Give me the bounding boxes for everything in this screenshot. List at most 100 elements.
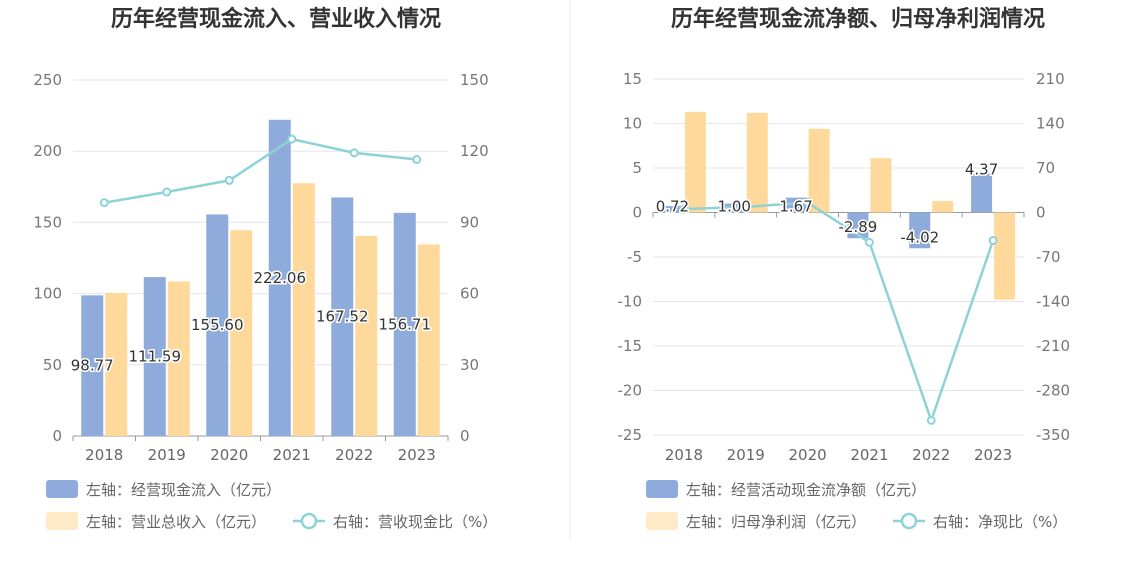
x-axis-tick-label: 2021	[850, 446, 888, 464]
legend-label: 左轴：营业总收入（亿元）	[86, 513, 266, 531]
bar-data-label: 156.71	[379, 315, 432, 333]
right-axis-tick: 70	[1036, 159, 1055, 177]
bar-secondary	[292, 183, 315, 436]
x-axis-tick-label: 2022	[335, 446, 373, 464]
right-axis-tick: 140	[1036, 115, 1065, 133]
bar-primary	[909, 212, 931, 249]
legend-swatch	[646, 512, 678, 530]
line-point	[162, 187, 172, 197]
bar-secondary	[746, 112, 768, 213]
line-point	[803, 198, 813, 208]
bar-data-label: 155.60	[191, 316, 244, 334]
chart-1: 历年经营现金流入、营业收入情况 0 50 100 150 200 250 0 30 60 90 120…	[33, 6, 497, 531]
left-axis-tick: -10	[618, 293, 643, 311]
x-axis-tick-label: 2019	[148, 446, 186, 464]
x-axis-tick-label: 2021	[273, 446, 311, 464]
bar-primary	[331, 197, 354, 436]
left-axis-tick: -15	[618, 337, 643, 355]
legend-label: 左轴：经营现金流入（亿元）	[86, 481, 281, 499]
right-axis-tick: 60	[460, 285, 479, 303]
bar-primary	[785, 197, 807, 213]
x-axis-tick-label: 2023	[974, 446, 1012, 464]
right-axis-tick: -70	[1036, 248, 1061, 266]
x-axis-tick-label: 2020	[788, 446, 826, 464]
bar-data-label: 4.37	[965, 161, 998, 179]
bar-data-label: 1.00	[718, 198, 751, 216]
bar-secondary	[105, 292, 128, 436]
line-point	[741, 202, 751, 212]
left-axis-tick: 0	[52, 427, 62, 445]
bar-data-label: 111.59	[129, 348, 182, 366]
bar-data-label: -4.02	[900, 228, 939, 246]
right-axis-tick: -350	[1036, 426, 1070, 444]
bar-data-label: 98.77	[71, 357, 114, 375]
legend-marker	[900, 512, 918, 530]
left-axis-tick: -25	[618, 426, 643, 444]
left-axis-tick: -5	[627, 248, 642, 266]
bar-data-label: 1.67	[779, 198, 812, 216]
x-axis-tick-label: 2019	[727, 446, 765, 464]
series-line	[683, 201, 995, 425]
left-axis-tick: -20	[618, 382, 643, 400]
bar-secondary	[684, 111, 706, 213]
line-point	[412, 155, 422, 165]
right-axis-tick: 90	[460, 213, 479, 231]
x-axis-tick-label: 2022	[912, 446, 950, 464]
left-axis-tick: 200	[33, 142, 62, 160]
x-axis-tick-label: 2018	[665, 446, 703, 464]
bar-secondary	[230, 230, 253, 436]
left-axis-tick: 50	[43, 356, 62, 374]
left-axis-tick: 5	[632, 159, 642, 177]
bar-primary	[393, 212, 416, 436]
bar-primary	[143, 277, 166, 436]
right-axis-tick: 210	[1036, 70, 1065, 88]
legend-swatch	[646, 480, 678, 498]
bar-primary	[206, 214, 229, 436]
x-axis-tick-label: 2020	[210, 446, 248, 464]
line-point	[287, 134, 297, 144]
legend-swatch	[46, 480, 78, 498]
left-axis-tick: 250	[33, 71, 62, 89]
line-point	[926, 415, 936, 425]
x-axis-tick-label: 2018	[85, 446, 123, 464]
right-axis-tick: 0	[460, 427, 470, 445]
right-axis-tick: 30	[460, 356, 479, 374]
left-axis-tick: 0	[632, 204, 642, 222]
bar-primary	[268, 119, 291, 436]
right-axis-tick: -140	[1036, 293, 1070, 311]
line-point	[224, 175, 234, 185]
left-axis-tick: 10	[623, 115, 642, 133]
legend-marker	[300, 512, 318, 530]
bar-secondary	[870, 158, 892, 213]
legend-label: 右轴：营收现金比（%）	[333, 513, 497, 531]
left-axis-tick: 15	[623, 70, 642, 88]
chart-title: 历年经营现金流净额、归母净利润情况	[671, 6, 1045, 32]
line-point	[349, 148, 359, 158]
chart-title: 历年经营现金流入、营业收入情况	[111, 6, 441, 32]
right-axis-tick: 150	[460, 71, 489, 89]
legend-label: 左轴：经营活动现金流净额（亿元）	[686, 481, 926, 499]
right-axis-tick: -210	[1036, 337, 1070, 355]
bar-primary	[971, 173, 993, 213]
line-point	[679, 204, 689, 214]
line-point	[99, 198, 109, 208]
left-axis-tick: 150	[33, 213, 62, 231]
bar-secondary	[932, 200, 954, 213]
bar-secondary	[994, 212, 1016, 300]
series-line	[104, 137, 417, 204]
legend-label: 右轴：净现比（%）	[933, 513, 1067, 531]
left-axis-tick: 100	[33, 285, 62, 303]
bar-secondary	[167, 281, 190, 436]
legend-swatch	[46, 512, 78, 530]
line-point	[988, 235, 998, 245]
bar-data-label: -2.89	[839, 218, 878, 236]
x-axis-tick-label: 2023	[398, 446, 436, 464]
bar-data-label: 167.52	[316, 308, 369, 326]
right-axis-tick: 120	[460, 142, 489, 160]
chart-2: 历年经营现金流净额、归母净利润情况 -25 -20 -15 -10 -5 0 5 10 15 -35…	[618, 6, 1071, 531]
legend-label: 左轴：归母净利润（亿元）	[686, 513, 866, 531]
bar-primary	[661, 206, 683, 213]
bar-data-label: 0.72	[656, 198, 689, 216]
line-point	[864, 237, 874, 247]
bar-primary	[81, 295, 104, 436]
